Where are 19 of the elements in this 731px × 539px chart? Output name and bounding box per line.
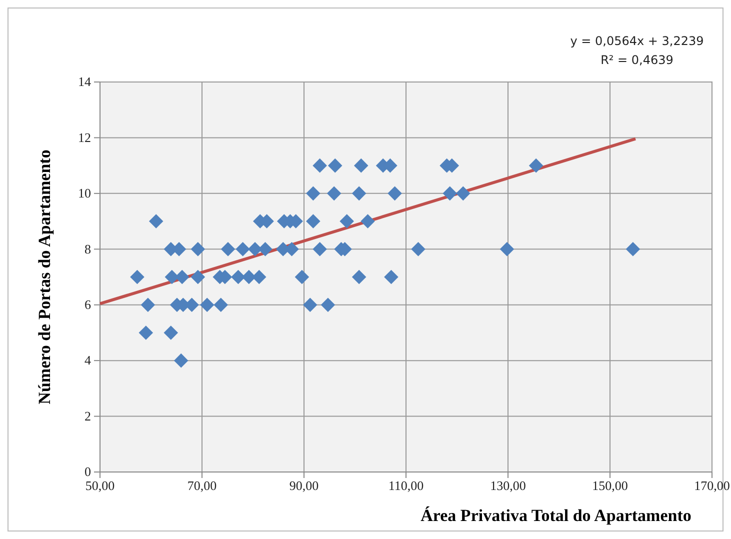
x-tick-label: 130,00 [490,478,526,494]
x-tick-label: 70,00 [187,478,217,494]
x-tick-label: 150,00 [592,478,628,494]
y-tick-label: 8 [84,241,91,256]
x-tick-label: 110,00 [388,478,424,494]
x-tick-label: 50,00 [85,478,115,494]
y-axis-title: Número de Portas do Apartamento [35,150,54,404]
y-tick-label: 2 [84,408,91,424]
y-tick-label: 14 [78,74,92,90]
x-axis-title: Área Privativa Total do Apartamento [420,506,692,525]
text: R² = 0,4639 [600,53,674,67]
y-tick-label: 4 [84,352,92,368]
text: y = 0,0564x + 3,2239 [570,34,704,48]
y-tick-label: 12 [78,130,91,145]
y-tick-label: 6 [84,297,92,312]
y-tick-label: 10 [78,186,91,201]
x-tick-label: 90,00 [289,478,319,494]
y-tick-label: 0 [84,464,91,480]
x-tick-label: 170,00 [694,478,730,494]
